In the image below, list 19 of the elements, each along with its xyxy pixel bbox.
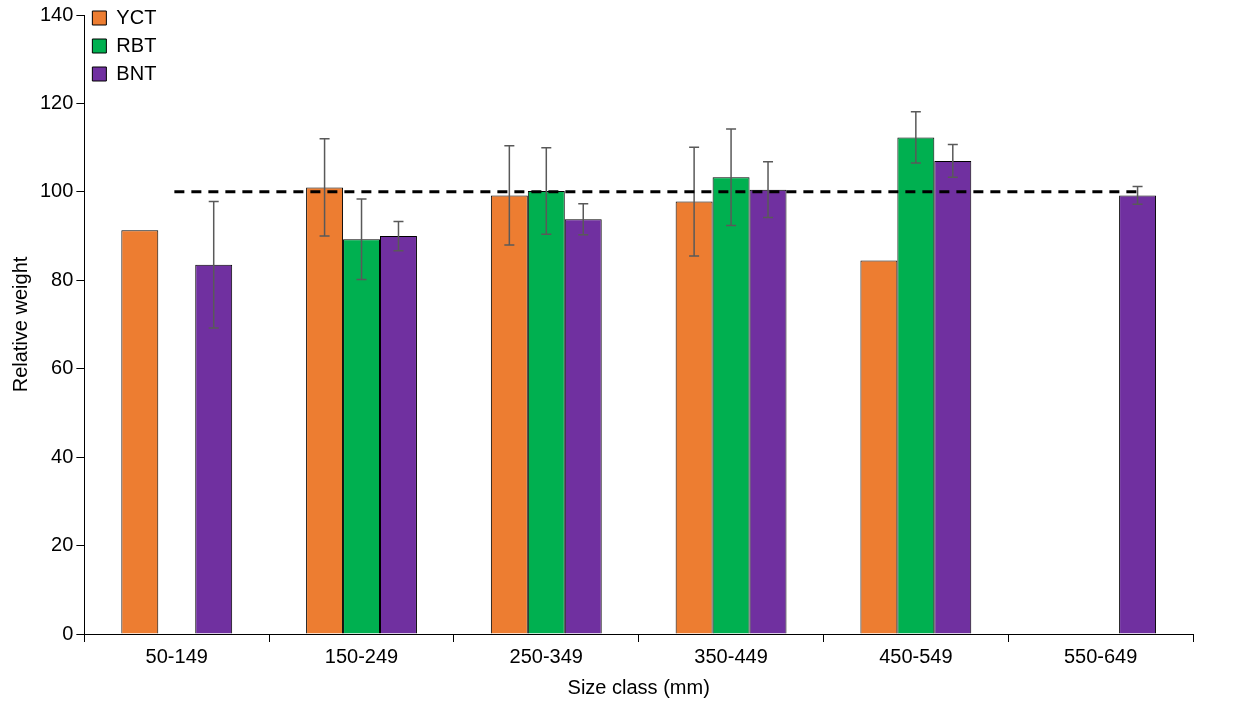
x-axis-title: Size class (mm) <box>567 675 710 698</box>
legend-label: RBT <box>116 33 157 56</box>
x-tick-label: 350-449 <box>694 644 768 667</box>
x-tick-label: 250-349 <box>509 644 583 667</box>
x-tick-label: 450-549 <box>879 644 953 667</box>
legend-label: BNT <box>116 61 157 84</box>
y-tick-label: 100 <box>39 179 74 202</box>
y-tick-label: 80 <box>51 267 74 290</box>
y-tick-label: 40 <box>51 444 74 467</box>
x-tick-label: 550-649 <box>1063 644 1138 667</box>
x-tick-label: 150-249 <box>324 644 399 667</box>
legend-label: YCT <box>116 5 157 28</box>
x-tick-label: 50-149 <box>145 644 208 667</box>
y-tick-label: 20 <box>51 533 74 556</box>
y-tick-label: 60 <box>51 356 74 379</box>
y-tick-label: 140 <box>39 2 74 25</box>
y-tick-label: 0 <box>62 621 74 644</box>
y-tick-label: 120 <box>39 90 74 113</box>
y-axis-title: Relative weight <box>8 256 31 393</box>
